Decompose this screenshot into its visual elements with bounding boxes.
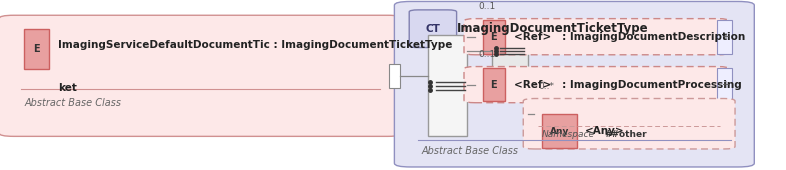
Text: Any: Any (550, 127, 569, 136)
Text: E: E (33, 44, 40, 54)
FancyBboxPatch shape (464, 67, 729, 103)
Bar (492, 27, 527, 74)
Text: CT: CT (425, 24, 440, 34)
Bar (389, 64, 399, 88)
Text: 0..1: 0..1 (479, 2, 496, 11)
Bar (428, 35, 467, 136)
Text: E: E (490, 80, 497, 90)
Text: <Any>: <Any> (585, 126, 624, 136)
Text: 0..1: 0..1 (479, 50, 496, 59)
Text: +: + (721, 80, 729, 90)
Text: ket: ket (58, 83, 77, 92)
FancyBboxPatch shape (523, 99, 735, 149)
Text: <Ref>   : ImagingDocumentDescription: <Ref> : ImagingDocumentDescription (513, 32, 745, 42)
Text: Namespace: Namespace (542, 130, 595, 139)
FancyBboxPatch shape (410, 10, 457, 48)
Bar (718, 68, 732, 101)
FancyBboxPatch shape (395, 2, 755, 167)
Text: ImagingServiceDefaultDocumentTic : ImagingDocumentTicketType: ImagingServiceDefaultDocumentTic : Imagi… (58, 40, 453, 50)
Text: ##other: ##other (604, 130, 648, 139)
Bar (718, 20, 732, 54)
Bar (483, 68, 505, 101)
FancyBboxPatch shape (464, 19, 729, 55)
Bar (542, 114, 577, 148)
Text: Abstract Base Class: Abstract Base Class (24, 98, 121, 108)
Bar (483, 20, 505, 54)
Bar (24, 29, 50, 69)
Text: ImagingDocumentTicketType: ImagingDocumentTicketType (457, 22, 648, 35)
Text: Abstract Base Class: Abstract Base Class (421, 146, 518, 156)
FancyBboxPatch shape (0, 15, 402, 136)
Text: E: E (490, 32, 497, 42)
Text: <Ref>   : ImagingDocumentProcessing: <Ref> : ImagingDocumentProcessing (513, 80, 741, 90)
Text: +: + (721, 32, 729, 42)
Text: 0..*: 0..* (538, 82, 554, 91)
